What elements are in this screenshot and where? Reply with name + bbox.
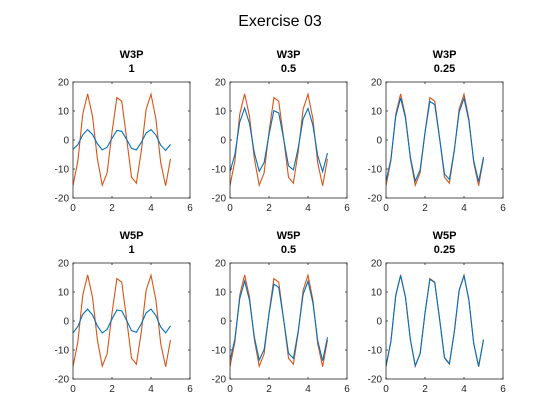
subplot-2: W3P 0.5 0 2 4 6 -20 -10 0 10 20 bbox=[212, 49, 351, 214]
subplot-5: W5P 0.5 0 2 4 6 -20 -10 0 10 20 bbox=[212, 230, 351, 395]
x-tick-label: 0 bbox=[70, 384, 76, 395]
subplot-title-line: 0.25 bbox=[434, 63, 455, 75]
series-line-reference bbox=[73, 91, 172, 188]
y-tick-label: -10 bbox=[368, 346, 383, 357]
y-tick-label: 0 bbox=[220, 317, 226, 328]
y-tick-label: 20 bbox=[58, 259, 70, 270]
x-tick-label: 2 bbox=[422, 203, 428, 214]
y-tick-label: 0 bbox=[376, 317, 382, 328]
x-tick-label: 6 bbox=[187, 384, 193, 395]
x-tick-label: 0 bbox=[383, 384, 389, 395]
subplot-title-line: W5P bbox=[277, 230, 301, 242]
y-tick-label: -20 bbox=[212, 375, 227, 386]
x-tick-label: 2 bbox=[266, 203, 272, 214]
y-tick-label: -20 bbox=[55, 194, 70, 205]
series-line-reference bbox=[230, 91, 329, 188]
y-tick-label: 20 bbox=[371, 78, 383, 89]
plot-area bbox=[73, 263, 190, 379]
x-tick-label: 2 bbox=[109, 203, 115, 214]
y-tick-label: 20 bbox=[215, 78, 227, 89]
y-tick-label: -10 bbox=[55, 165, 70, 176]
x-tick-label: 6 bbox=[500, 203, 506, 214]
figure-title: Exercise 03 bbox=[238, 13, 322, 30]
x-tick-label: 6 bbox=[344, 384, 350, 395]
subplot-3: W3P 0.25 0 2 4 6 -20 -10 0 10 20 bbox=[368, 49, 507, 214]
x-tick-label: 2 bbox=[109, 384, 115, 395]
x-tick-label: 2 bbox=[422, 384, 428, 395]
y-tick-label: -20 bbox=[55, 375, 70, 386]
y-tick-label: 0 bbox=[63, 136, 69, 147]
y-tick-label: -20 bbox=[212, 194, 227, 205]
y-tick-label: 10 bbox=[215, 288, 227, 299]
y-tick-label: -10 bbox=[55, 346, 70, 357]
x-tick-label: 4 bbox=[148, 203, 154, 214]
x-tick-label: 4 bbox=[148, 384, 154, 395]
x-tick-label: 4 bbox=[461, 384, 467, 395]
x-tick-label: 6 bbox=[344, 203, 350, 214]
series-line-approx bbox=[73, 128, 171, 152]
y-tick-label: 0 bbox=[63, 317, 69, 328]
y-tick-label: -20 bbox=[368, 375, 383, 386]
plot-area bbox=[230, 82, 347, 198]
subplot-6: W5P 0.25 0 2 4 6 -20 -10 0 10 20 bbox=[368, 230, 507, 395]
y-tick-label: 0 bbox=[220, 136, 226, 147]
subplot-title-line: 1 bbox=[128, 63, 134, 75]
plot-area bbox=[386, 263, 503, 379]
subplot-title-line: 1 bbox=[128, 244, 134, 256]
x-tick-label: 0 bbox=[383, 203, 389, 214]
x-tick-label: 4 bbox=[305, 384, 311, 395]
series-line-approx bbox=[230, 278, 329, 362]
series-line-reference bbox=[230, 272, 329, 369]
y-tick-label: 20 bbox=[215, 259, 227, 270]
y-tick-label: -10 bbox=[212, 165, 227, 176]
y-tick-label: 10 bbox=[371, 288, 383, 299]
x-tick-label: 6 bbox=[187, 203, 193, 214]
subplot-title-line: 0.25 bbox=[434, 244, 455, 256]
subplot-title-line: 0.5 bbox=[281, 244, 296, 256]
plot-area bbox=[386, 82, 503, 198]
x-tick-label: 4 bbox=[461, 203, 467, 214]
y-tick-label: -20 bbox=[368, 194, 383, 205]
x-tick-label: 0 bbox=[227, 384, 233, 395]
series-line-reference bbox=[386, 91, 485, 188]
x-tick-label: 2 bbox=[266, 384, 272, 395]
series-line-approx bbox=[230, 106, 329, 174]
x-tick-label: 0 bbox=[227, 203, 233, 214]
series-line-reference bbox=[73, 272, 172, 369]
subplot-title-line: 0.5 bbox=[281, 63, 296, 75]
plot-area bbox=[73, 82, 190, 198]
series-line-approx bbox=[386, 273, 485, 368]
y-tick-label: 20 bbox=[371, 259, 383, 270]
y-tick-label: 10 bbox=[58, 107, 70, 118]
subplot-title-line: W3P bbox=[277, 49, 301, 61]
y-tick-label: 10 bbox=[371, 107, 383, 118]
y-tick-label: -10 bbox=[368, 165, 383, 176]
series-line-approx bbox=[386, 96, 485, 184]
y-tick-label: 10 bbox=[215, 107, 227, 118]
subplot-title-line: W3P bbox=[120, 49, 144, 61]
y-tick-label: 0 bbox=[376, 136, 382, 147]
x-tick-label: 6 bbox=[500, 384, 506, 395]
plot-area bbox=[230, 263, 347, 379]
y-tick-label: -10 bbox=[212, 346, 227, 357]
x-tick-label: 4 bbox=[305, 203, 311, 214]
subplot-title-line: W5P bbox=[120, 230, 144, 242]
y-tick-label: 20 bbox=[58, 78, 70, 89]
x-tick-label: 0 bbox=[70, 203, 76, 214]
subplot-title-line: W3P bbox=[433, 49, 457, 61]
subplot-title-line: W5P bbox=[433, 230, 457, 242]
y-tick-label: 10 bbox=[58, 288, 70, 299]
series-line-approx bbox=[73, 308, 171, 334]
